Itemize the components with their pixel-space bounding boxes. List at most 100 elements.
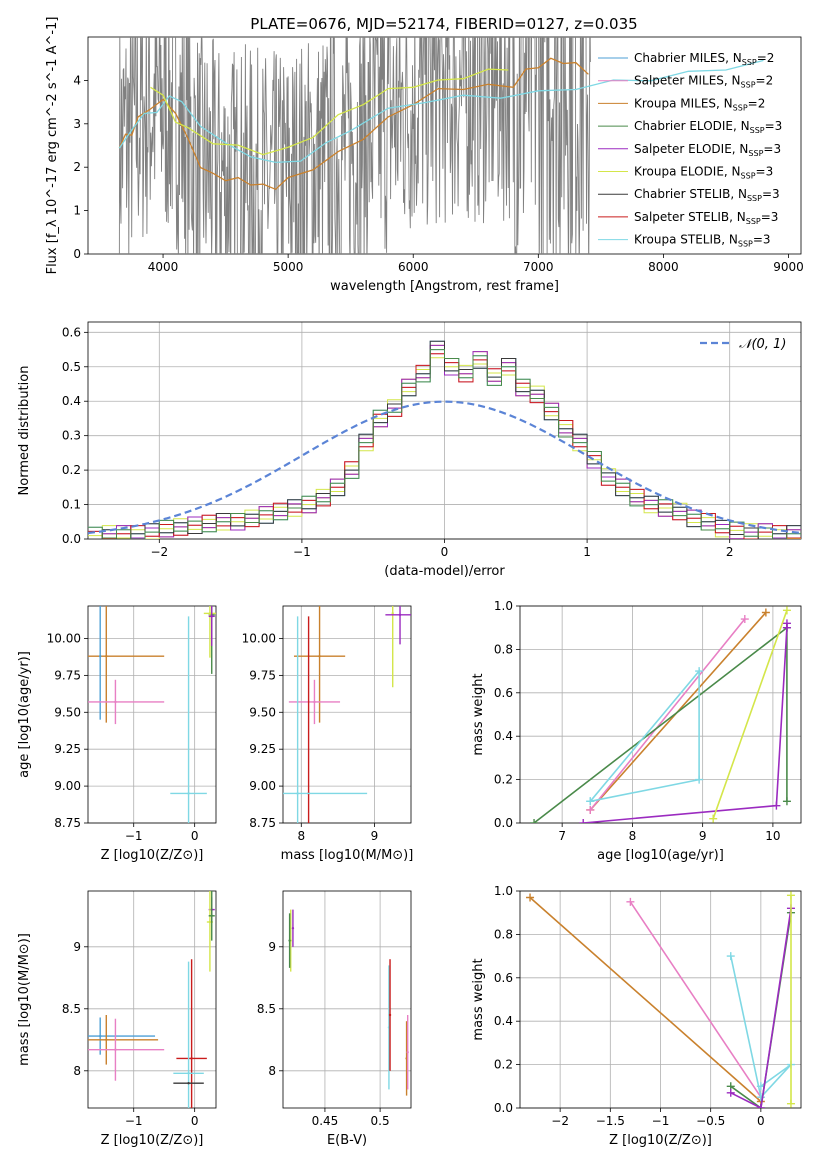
y-tick-label: 1.0 bbox=[494, 884, 513, 898]
plot-frame bbox=[87, 890, 217, 1109]
axes-residuals: −2 −1 0 1 2 0.0 0.1 0.2 0.3 0.4 0.5 0.6 (data-model)… bbox=[17, 321, 802, 579]
x-axis-label: wavelength [Angstrom, rest frame] bbox=[330, 279, 559, 294]
x-tick-label: −1 bbox=[125, 829, 143, 843]
model-line-kroupa-elodie bbox=[150, 68, 509, 156]
weight-marker bbox=[695, 667, 704, 676]
plot-frame bbox=[519, 605, 802, 824]
x-axis-label: Z [log10(Z/Z⊙)] bbox=[101, 848, 204, 863]
data-point bbox=[291, 927, 295, 930]
y-tick-label: 8 bbox=[73, 1064, 81, 1078]
plot-frame bbox=[87, 605, 217, 824]
y-tick-label: 10.00 bbox=[47, 631, 81, 645]
y-tick-label: 0.3 bbox=[62, 429, 81, 443]
weight-marker bbox=[782, 619, 791, 628]
data-point bbox=[105, 1038, 108, 1042]
x-axis-label: age [log10(age/yr)] bbox=[597, 848, 724, 863]
x-tick-label: 0.5 bbox=[371, 1114, 390, 1128]
weight-marker bbox=[786, 1099, 795, 1108]
x-tick-label: 9 bbox=[371, 829, 379, 843]
x-tick-label: −1.5 bbox=[596, 1114, 625, 1128]
weight-marker bbox=[526, 893, 535, 902]
x-tick-label: 0 bbox=[191, 829, 199, 843]
x-axis-label: E(B-V) bbox=[327, 1133, 367, 1148]
x-axis-label: (data-model)/error bbox=[384, 564, 505, 579]
x-tick-label: −1 bbox=[125, 1114, 143, 1128]
weight-line-kroupa-miles bbox=[529, 896, 762, 1103]
y-tick-label: 8 bbox=[268, 1064, 276, 1078]
y-tick-label: 0.2 bbox=[494, 773, 513, 787]
histogram-step-chabrier-elodie bbox=[88, 349, 801, 539]
legend-label: Chabrier ELODIE, NSSP=3 bbox=[634, 119, 782, 135]
y-tick-label: 0.4 bbox=[494, 729, 513, 743]
axes-weight-vs-Z: −2 −1.5 −1 −0.5 0 0.0 0.2 0.4 0.6 0.8 1.0 Z [log10(… bbox=[471, 884, 802, 1148]
x-tick-label: −1 bbox=[652, 1114, 670, 1128]
legend-label: Kroupa STELIB, NSSP=3 bbox=[634, 233, 771, 249]
y-tick-label: 1.0 bbox=[494, 599, 513, 613]
weight-data bbox=[526, 891, 795, 1108]
weight-marker bbox=[761, 608, 770, 617]
data-point bbox=[318, 654, 321, 658]
y-tick-label: 9.50 bbox=[54, 705, 81, 719]
x-tick-label: 8 bbox=[629, 829, 637, 843]
y-tick-label: 8.75 bbox=[249, 816, 276, 830]
x-tick-label: −0.5 bbox=[696, 1114, 725, 1128]
weight-line-kroupa-stelib bbox=[730, 955, 792, 1099]
errorbar-data bbox=[88, 606, 216, 823]
weight-marker bbox=[726, 1088, 735, 1097]
data-point bbox=[210, 615, 213, 618]
plots-layer: 4000 5000 6000 7000 8000 900001234wavelength … bbox=[17, 17, 804, 1148]
data-point bbox=[98, 654, 102, 658]
axes-mass-vs-Z: −1 0 8 8.5 9 Z [log10(Z/Z⊙)] mass [log10(M/M⊙)… bbox=[17, 890, 217, 1148]
x-tick-label: 0 bbox=[441, 545, 449, 559]
data-point bbox=[114, 1048, 117, 1051]
axes-weight-vs-age: 7 8 9 10 0.0 0.2 0.4 0.6 0.8 1.0 age [log10(age/yr… bbox=[471, 599, 802, 863]
weight-marker bbox=[740, 615, 749, 624]
x-tick-label: 6000 bbox=[398, 260, 429, 274]
data-point bbox=[187, 792, 190, 795]
y-axis-label: mass weight bbox=[471, 958, 486, 1040]
data-point bbox=[98, 1034, 102, 1038]
figure-title: PLATE=0676, MJD=52174, FIBERID=0127, z=0… bbox=[250, 15, 637, 33]
x-tick-label: 2 bbox=[726, 545, 734, 559]
y-tick-label: 9.00 bbox=[249, 779, 276, 793]
x-tick-label: 8000 bbox=[648, 260, 679, 274]
weight-marker bbox=[626, 897, 635, 906]
model-line-kroupa-miles bbox=[118, 57, 589, 191]
y-axis-label: mass [log10(M/M⊙)] bbox=[17, 933, 32, 1066]
plot-frame bbox=[519, 890, 802, 1109]
y-tick-label: 0.4 bbox=[62, 394, 81, 408]
legend-label: Salpeter ELODIE, NSSP=3 bbox=[634, 142, 781, 158]
plot-frame bbox=[87, 36, 802, 255]
legend-label: 𝒩(0, 1) bbox=[739, 337, 786, 352]
y-tick-label: 0.6 bbox=[62, 325, 81, 339]
y-tick-label: 0.8 bbox=[494, 642, 513, 656]
x-tick-label: 7 bbox=[558, 829, 566, 843]
y-tick-label: 2 bbox=[73, 160, 81, 174]
y-tick-label: 9 bbox=[268, 940, 276, 954]
legend-label: Kroupa ELODIE, NSSP=3 bbox=[634, 165, 773, 181]
weight-marker bbox=[786, 891, 795, 900]
weight-marker bbox=[782, 797, 791, 806]
weight-line-kroupa-stelib bbox=[589, 668, 700, 803]
y-tick-label: 0.6 bbox=[494, 686, 513, 700]
spectrum-data bbox=[118, 37, 764, 254]
axes-age-vs-mass: 8 9 8.75 9.00 9.25 9.50 9.75 10.00 mass [log10(M… bbox=[242, 605, 413, 863]
x-tick-label: −2 bbox=[551, 1114, 569, 1128]
legend-label: Chabrier STELIB, NSSP=3 bbox=[634, 187, 780, 203]
weight-line-kroupa-elodie bbox=[712, 610, 788, 819]
weight-line-salpeter-elodie bbox=[583, 623, 788, 823]
weight-line-salpeter-miles bbox=[589, 618, 746, 811]
x-tick-label: 0 bbox=[191, 1114, 199, 1128]
y-tick-label: 10.00 bbox=[242, 631, 276, 645]
data-point bbox=[187, 1072, 190, 1075]
data-point bbox=[388, 1013, 392, 1017]
data-point bbox=[391, 612, 394, 615]
y-tick-label: 9.75 bbox=[249, 668, 276, 682]
weight-marker bbox=[530, 819, 539, 823]
y-tick-label: 9.25 bbox=[249, 742, 276, 756]
plot-frame bbox=[87, 321, 802, 540]
weight-marker bbox=[695, 775, 704, 784]
y-tick-label: 9.00 bbox=[54, 779, 81, 793]
plot-frame bbox=[282, 605, 412, 824]
